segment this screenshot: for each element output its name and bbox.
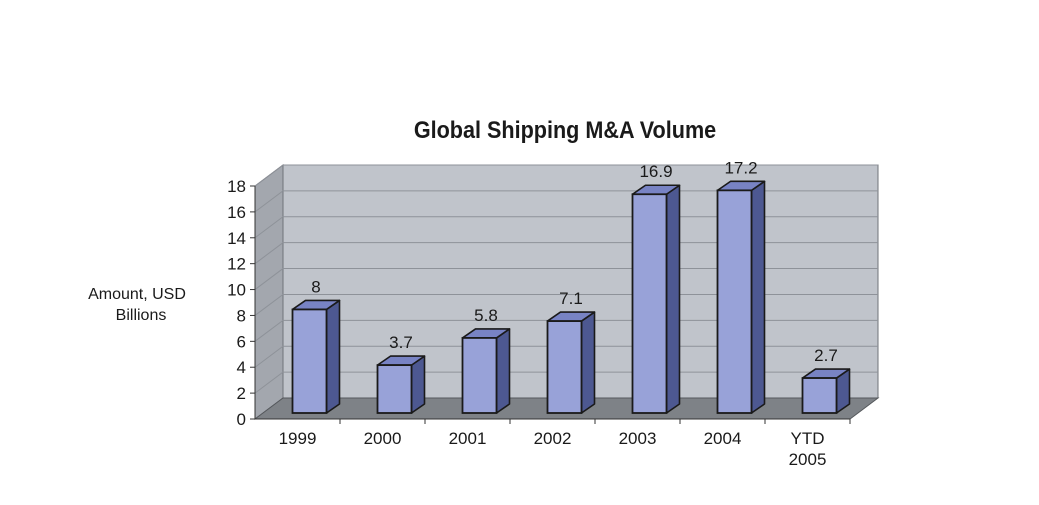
bar-side (580, 311, 596, 414)
bar-side (495, 328, 511, 414)
y-tick-label: 4 (237, 358, 246, 377)
bar (291, 308, 328, 414)
y-axis-label-line-2: Billions (116, 307, 167, 324)
x-tick-label: YTD (791, 429, 825, 448)
data-label: 3.7 (389, 333, 413, 352)
x-tick-label: 2004 (704, 429, 742, 448)
bar-side (325, 299, 341, 414)
y-tick-label: 14 (227, 229, 246, 248)
y-tick-label: 16 (227, 203, 246, 222)
bar (716, 189, 753, 414)
y-tick-label: 12 (227, 255, 246, 274)
bar (376, 364, 413, 414)
data-label: 17.2 (724, 158, 757, 177)
y-tick-label: 8 (237, 306, 246, 325)
data-label: 16.9 (639, 162, 672, 181)
plot-area: 0 2 4 6 8 10 12 14 16 18 8 1999 3.7 2000 5.8 2001 7.1 200… (227, 158, 880, 469)
y-tick-label: 2 (237, 384, 246, 403)
chart-title: Global Shipping M&A Volume (414, 116, 716, 143)
x-tick-label: 2002 (534, 429, 572, 448)
y-tick-label: 0 (237, 410, 246, 429)
x-tick-label: 2000 (364, 429, 402, 448)
x-tick-label: 2001 (449, 429, 487, 448)
y-axis-label-line-1: Amount, USD (88, 286, 186, 303)
bar (631, 193, 668, 414)
bar (461, 337, 498, 414)
x-tick-label: 2003 (619, 429, 657, 448)
y-tick-label: 10 (227, 281, 246, 300)
gridline (254, 164, 878, 187)
y-tick-label: 6 (237, 332, 246, 351)
bar (546, 320, 583, 414)
bar (801, 377, 838, 414)
side-wall (254, 164, 284, 420)
bar-side (665, 184, 681, 414)
bar-side (750, 180, 766, 414)
data-label: 2.7 (814, 346, 838, 365)
x-tick-label: 1999 (279, 429, 317, 448)
y-tick-label: 18 (227, 177, 246, 196)
x-tick-label: 2005 (789, 450, 827, 469)
data-label: 8 (311, 277, 320, 296)
data-label: 5.8 (474, 306, 498, 325)
data-label: 7.1 (559, 289, 583, 308)
